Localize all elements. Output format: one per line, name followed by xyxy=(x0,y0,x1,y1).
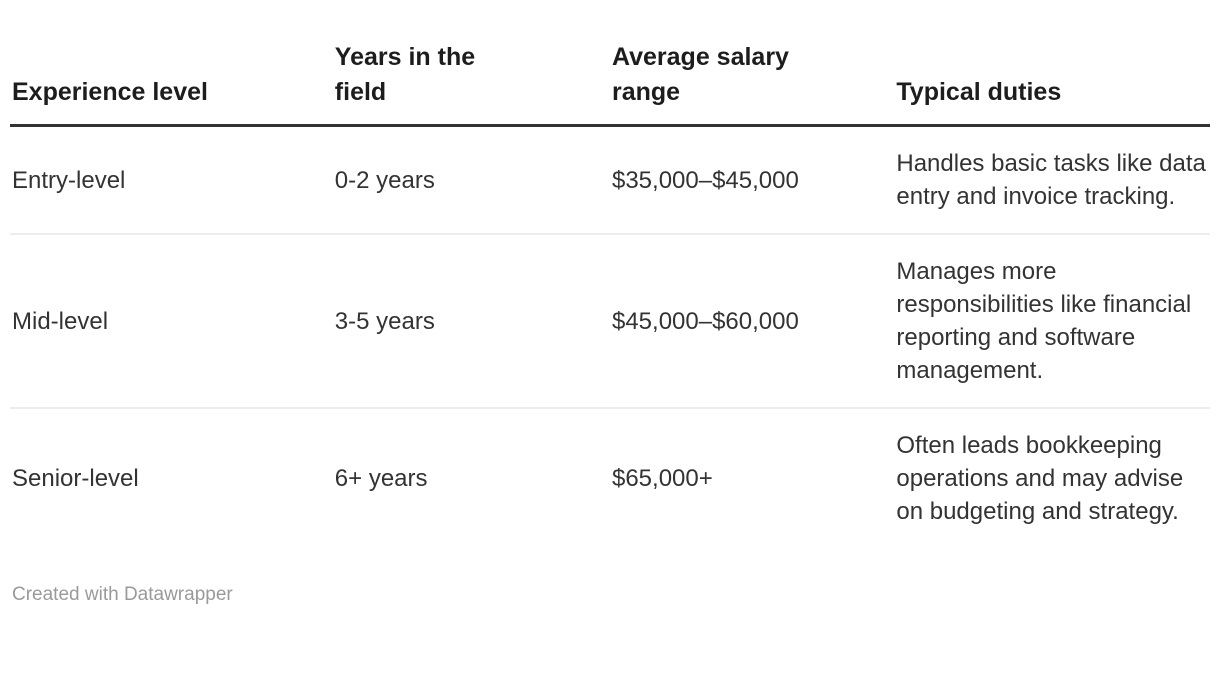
cell-experience-level: Senior-level xyxy=(10,407,333,548)
datawrapper-attribution-link[interactable]: Created with Datawrapper xyxy=(12,584,233,605)
cell-experience-level: Mid-level xyxy=(10,233,333,408)
experience-salary-table: Experience level Years in the field Aver… xyxy=(10,40,1210,548)
attribution-footer: Created with Datawrapper xyxy=(12,584,1210,606)
cell-years-in-field: 0-2 years xyxy=(334,166,435,194)
column-header-typical-duties: Typical duties xyxy=(894,40,1210,127)
column-header-experience-level: Experience level xyxy=(10,40,333,127)
cell-salary-range: $35,000–$45,000 xyxy=(611,166,799,194)
cell-experience-level: Entry-level xyxy=(12,166,126,194)
column-header-label: Years in the field xyxy=(334,43,476,106)
cell-typical-duties: Often leads bookkeeping operations and m… xyxy=(894,407,1210,548)
table-row-mid-level: Mid-level 3-5 years $45,000–$60,000 Mana… xyxy=(10,233,1210,408)
cell-years-in-field: 3-5 years xyxy=(332,233,610,408)
cell-salary-range: $65,000+ xyxy=(609,407,895,548)
cell-salary-range: $45,000–$60,000 xyxy=(609,233,895,408)
cell-typical-duties: Handles basic tasks like data entry and … xyxy=(896,150,1206,210)
column-header-average-salary-range: Average salary range xyxy=(609,40,895,127)
cell-typical-duties: Manages more responsibilities like finan… xyxy=(894,233,1210,408)
column-header-label: Average salary range xyxy=(611,43,789,106)
header-row: Experience level Years in the field Aver… xyxy=(10,40,1210,127)
cell-years-in-field: 6+ years xyxy=(332,407,610,548)
table-row-entry-level: Entry-level 0-2 years $35,000–$45,000 Ha… xyxy=(10,126,1210,235)
column-header-years-in-field: Years in the field xyxy=(332,40,610,127)
column-header-label: Typical duties xyxy=(896,78,1062,106)
table-row-senior-level: Senior-level 6+ years $65,000+ Often lea… xyxy=(10,407,1210,548)
column-header-label: Experience level xyxy=(12,78,208,106)
